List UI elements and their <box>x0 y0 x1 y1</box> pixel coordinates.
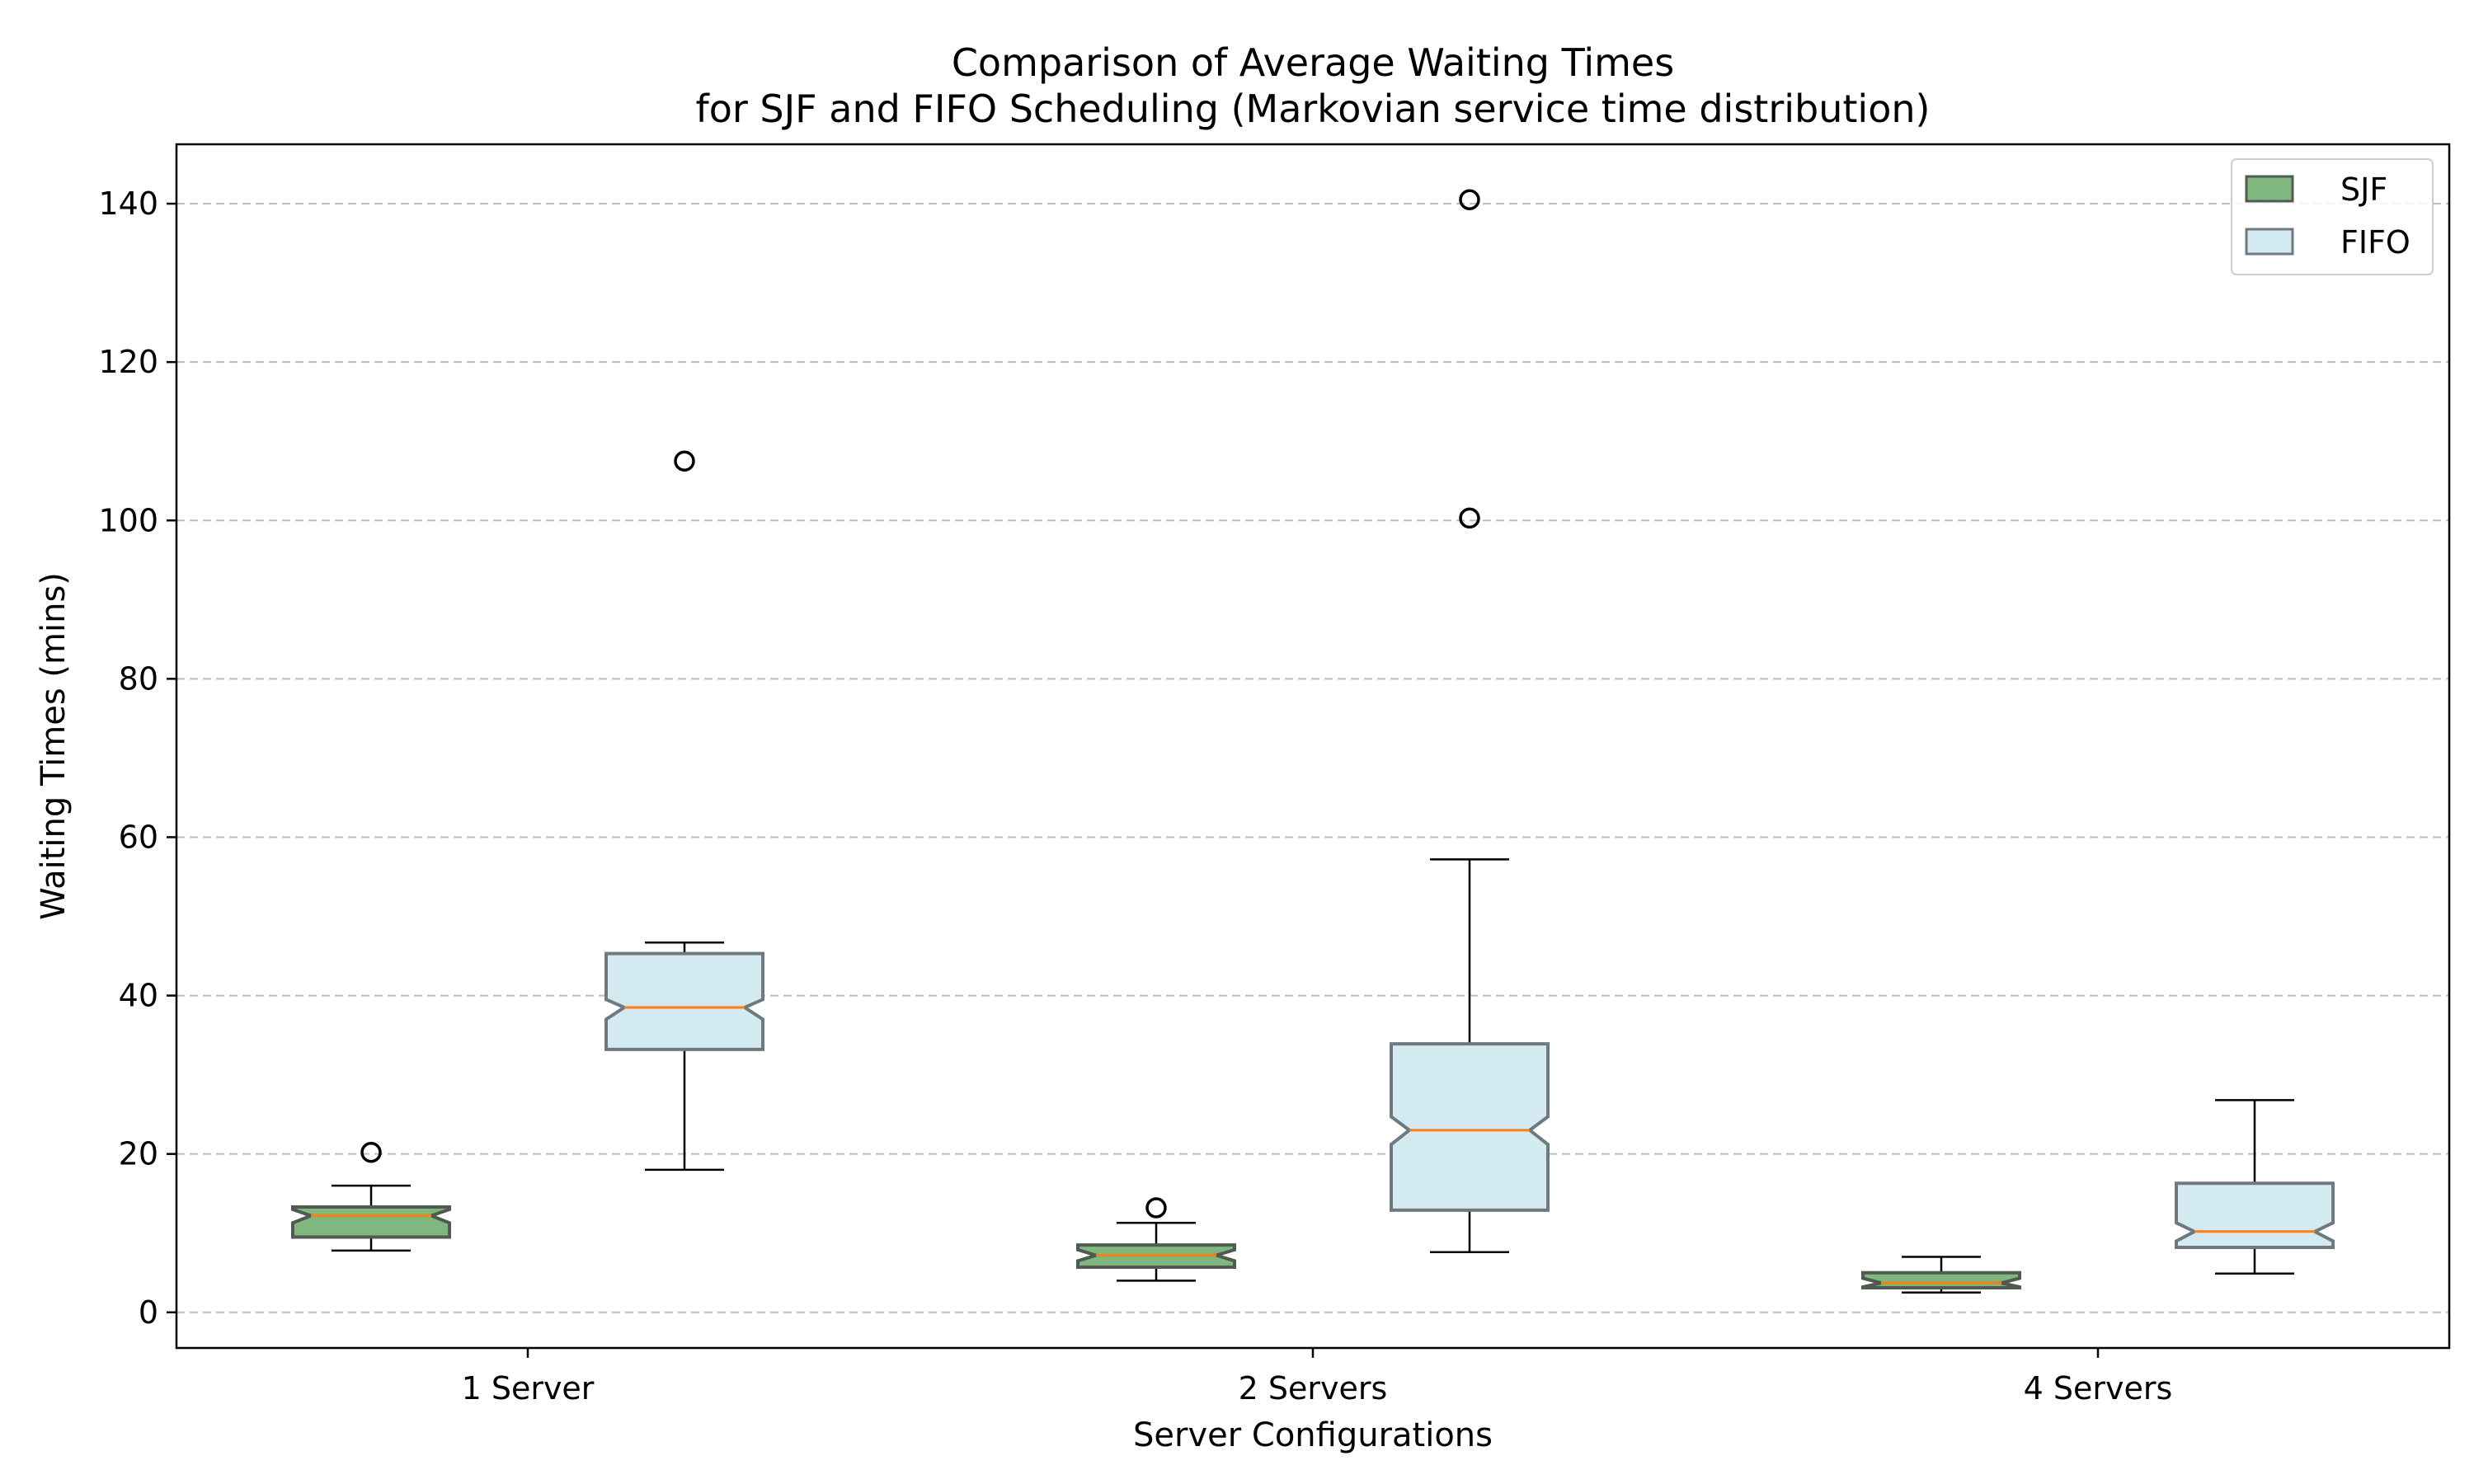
x-tick-label: 4 Servers <box>2024 1370 2173 1407</box>
legend: SJF FIFO <box>2231 158 2434 275</box>
y-tick-label: 80 <box>119 660 158 697</box>
box-fifo-1 <box>1390 189 1550 1254</box>
plot-area-frame <box>175 143 2451 1350</box>
legend-swatch-sjf <box>2245 175 2294 203</box>
y-axis-ticks: 0 20 40 60 80 100 120 140 <box>98 186 176 1331</box>
boxplot-marks <box>291 189 2335 1294</box>
legend-label-sjf: SJF <box>2340 171 2387 208</box>
y-tick-label: 100 <box>98 502 158 538</box>
x-tick-label: 1 Server <box>462 1370 595 1407</box>
legend-swatch-fifo <box>2245 228 2294 256</box>
legend-label-fifo: FIFO <box>2340 224 2411 261</box>
box-sjf-2 <box>1861 1256 2021 1294</box>
outlier-point <box>674 450 695 472</box>
outlier-point <box>1459 507 1480 529</box>
box-sjf-0 <box>291 1142 451 1252</box>
box-fifo-0 <box>604 450 764 1172</box>
box-body <box>1390 1042 1550 1212</box>
x-axis-label: Server Configurations <box>1133 1416 1493 1454</box>
outlier-point <box>1145 1197 1167 1219</box>
y-tick-label: 120 <box>98 344 158 380</box>
box-body <box>2175 1181 2335 1250</box>
box-sjf-1 <box>1076 1197 1236 1282</box>
box-body <box>604 951 764 1051</box>
box-body <box>1861 1270 2021 1289</box>
x-axis-ticks: 1 Server 2 Servers 4 Servers <box>462 1348 2173 1407</box>
y-tick-label: 0 <box>139 1294 158 1331</box>
chart-title: Comparison of Average Waiting Times <box>952 40 1674 85</box>
y-tick-label: 140 <box>98 186 158 222</box>
outlier-point <box>1459 189 1480 210</box>
y-axis-label: Waiting Times (mins) <box>35 572 73 920</box>
chart-subtitle: for SJF and FIFO Scheduling (Markovian s… <box>696 87 1931 131</box>
outlier-point <box>360 1142 382 1163</box>
box-fifo-2 <box>2175 1099 2335 1275</box>
grid-lines <box>176 203 2449 1313</box>
y-tick-label: 20 <box>119 1136 158 1172</box>
y-tick-label: 60 <box>119 819 158 855</box>
x-tick-label: 2 Servers <box>1239 1370 1388 1407</box>
y-tick-label: 40 <box>119 978 158 1014</box>
box-body <box>291 1205 451 1239</box>
